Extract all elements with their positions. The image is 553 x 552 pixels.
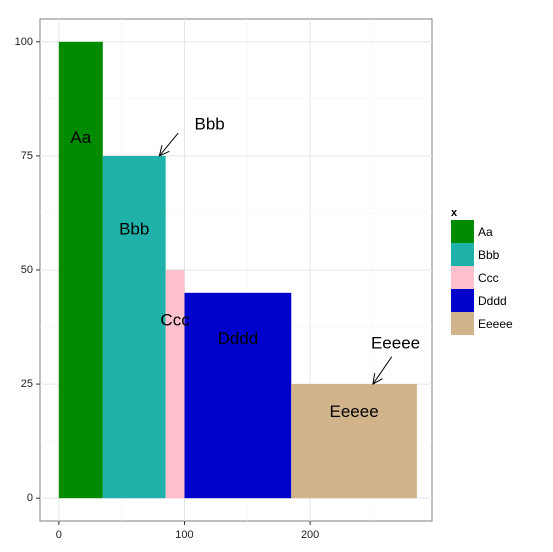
- bar-labels: Aa Bbb Ccc Dddd Eeeee: [70, 128, 378, 421]
- annotation-label-eeeee: Eeeee: [371, 334, 420, 353]
- y-tick-label: 50: [21, 264, 33, 276]
- bar-eeeee: [291, 384, 417, 499]
- legend-title: x: [451, 207, 458, 219]
- legend-item-eeeee: Eeeee: [451, 312, 513, 335]
- legend-item-aa: Aa: [451, 220, 513, 243]
- legend-swatch: [451, 289, 474, 312]
- bar-bbb: [102, 155, 166, 499]
- y-tick-label: 100: [15, 36, 33, 48]
- annotation-arrow-head: [372, 373, 383, 386]
- annotation-label-bbb: Bbb: [194, 114, 224, 133]
- bar-label-ccc: Ccc: [160, 311, 190, 330]
- y-tick-label: 75: [21, 150, 33, 162]
- legend-label: Ccc: [478, 270, 499, 285]
- legend-swatch: [451, 220, 474, 243]
- bar-label-bbb: Bbb: [119, 219, 149, 238]
- legend-item-ccc: Ccc: [451, 266, 513, 289]
- y-tick-label: 25: [21, 378, 33, 390]
- annotation-arrow-line: [372, 356, 393, 385]
- legend-swatch: [451, 312, 474, 335]
- legend-label: Dddd: [478, 293, 507, 308]
- legend-label: Aa: [478, 224, 493, 239]
- annotation-arrow-line: [158, 132, 179, 157]
- annotations: Bbb Eeeee: [158, 114, 420, 386]
- annotation-arrow-head: [158, 145, 170, 157]
- y-tick-label: 0: [27, 492, 33, 504]
- bar-ccc: [165, 270, 185, 499]
- legend-label: Eeeee: [478, 316, 513, 331]
- x-tick-label: 200: [301, 529, 319, 541]
- bar-label-dddd: Dddd: [218, 329, 259, 348]
- bar-aa: [58, 41, 103, 499]
- bars: [58, 41, 417, 499]
- legend-items: Aa Bbb Ccc Dddd Eeeee: [451, 220, 513, 335]
- x-tick-label: 100: [175, 529, 193, 541]
- legend-item-bbb: Bbb: [451, 243, 513, 266]
- bar-dddd: [184, 292, 292, 499]
- bar-label-eeeee: Eeeee: [330, 402, 379, 421]
- x-tick-label: 0: [56, 529, 62, 541]
- legend-label: Bbb: [478, 247, 500, 262]
- legend-item-dddd: Dddd: [451, 289, 513, 312]
- legend-swatch: [451, 243, 474, 266]
- bar-label-aa: Aa: [70, 128, 91, 147]
- legend-swatch: [451, 266, 474, 289]
- axes: 0 25 50 75 100 0 100 200: [15, 36, 320, 541]
- legend: x Aa Bbb Ccc Dddd Eeeee: [451, 206, 513, 335]
